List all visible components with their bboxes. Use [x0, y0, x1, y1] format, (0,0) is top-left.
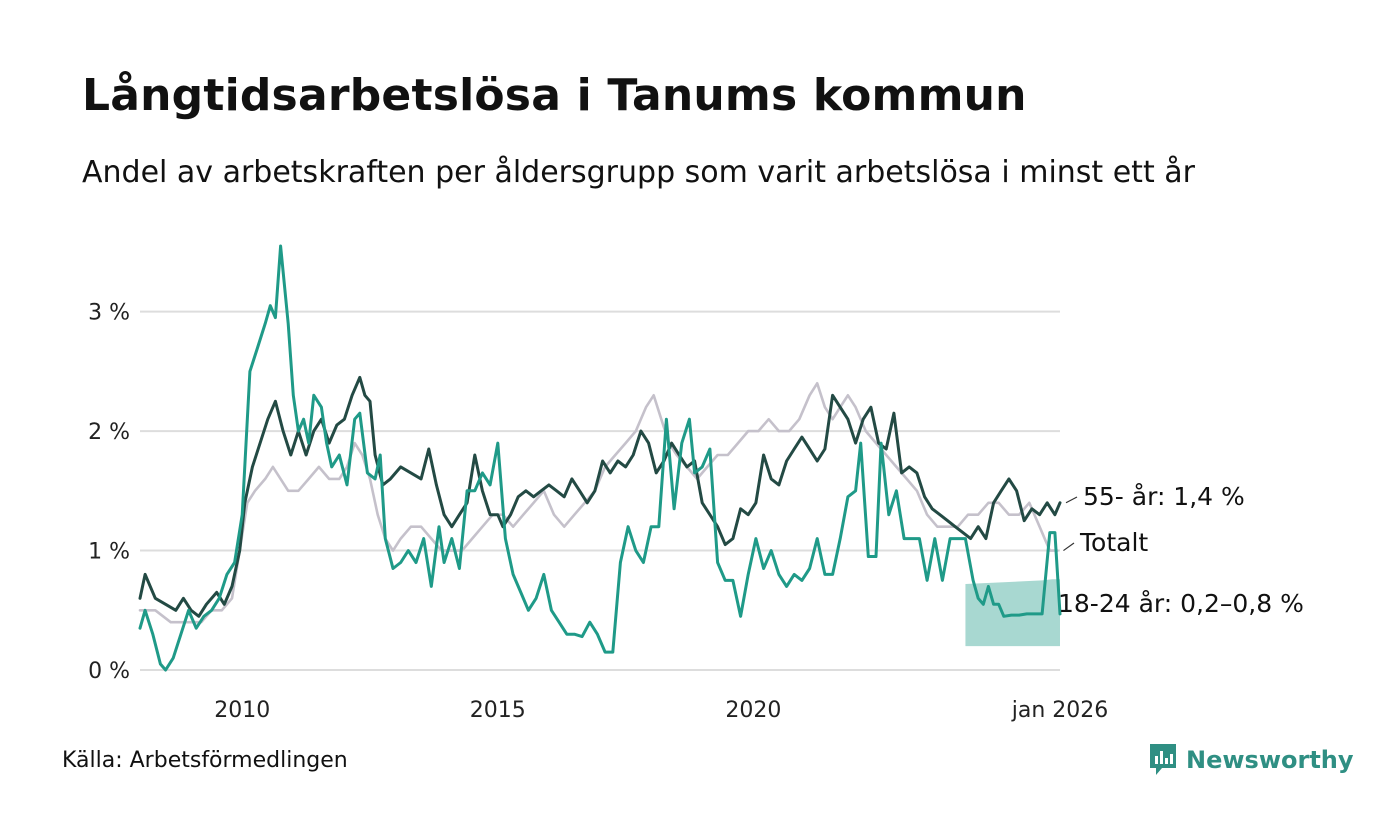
x-tick-label: 2020 — [725, 698, 781, 723]
chart-title: Långtidsarbetslösa i Tanums kommun — [82, 70, 1027, 121]
x-tick-label: 2015 — [470, 698, 526, 723]
end-labels: Totalt 55- år: 1,4 % 18-24 år: 0,2–0,8 % — [1058, 482, 1304, 618]
y-tick-label: 2 % — [88, 420, 130, 445]
series-end-label: 18-24 år: 0,2–0,8 % — [1058, 589, 1304, 618]
series-line-0 — [138, 382, 1059, 624]
y-tick-label: 3 % — [88, 301, 130, 326]
band-area-18-24 — [965, 579, 1060, 647]
y-tick-label: 1 % — [88, 540, 130, 565]
brand-logo[interactable]: Newsworthy — [1148, 742, 1354, 778]
y-axis-ticks: 0 % 1 % 2 % 3 % — [88, 301, 130, 684]
newsworthy-logo-icon — [1150, 744, 1176, 775]
chart-subtitle: Andel av arbetskraften per åldersgrupp s… — [82, 155, 1195, 190]
series-end-label: 55- år: 1,4 % — [1083, 482, 1245, 511]
line-chart: 0 % 1 % 2 % 3 % 2010 2015 2020 jan 2026 Totalt… — [88, 244, 1304, 723]
y-tick-label: 0 % — [88, 659, 130, 684]
x-tick-label: 2010 — [214, 698, 270, 723]
source-note: Källa: Arbetsförmedlingen — [62, 748, 348, 773]
series-line-2 — [138, 244, 1062, 672]
gridlines — [140, 310, 1060, 671]
series-end-label: Totalt — [1079, 528, 1148, 557]
leader-line-0 — [1063, 542, 1075, 552]
confidence-band — [965, 579, 1060, 647]
x-axis-ticks: 2010 2015 2020 jan 2026 — [214, 698, 1108, 723]
brand-name: Newsworthy — [1186, 746, 1354, 774]
series-lines — [138, 244, 1062, 672]
leader-line-1 — [1065, 496, 1078, 504]
series-line-1 — [138, 375, 1062, 618]
x-tick-label: jan 2026 — [1011, 698, 1109, 723]
